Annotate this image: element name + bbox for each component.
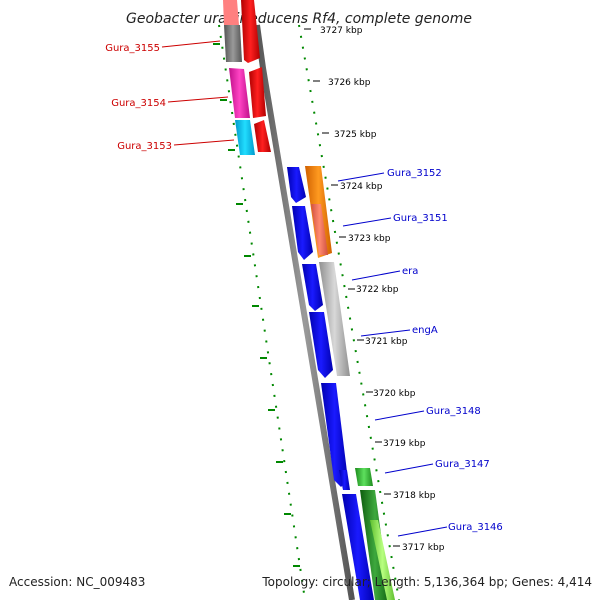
cds-gura-3148[interactable]: [321, 383, 348, 487]
genome-summary-text: Topology: circular; Length: 5,136,364 bp…: [262, 575, 592, 589]
feature-lime[interactable]: [370, 520, 395, 600]
tick-label: 3721 kbp: [365, 337, 408, 347]
gene-label-enga[interactable]: engA: [412, 325, 438, 336]
gene-label-leaders: [161, 40, 448, 537]
feature-magenta[interactable]: [229, 68, 250, 118]
gene-label-gura-3147[interactable]: Gura_3147: [435, 459, 490, 470]
gene-label-gura-3151[interactable]: Gura_3151: [393, 213, 448, 224]
gene-label-gura-3153[interactable]: Gura_3153: [117, 141, 172, 152]
cds-gura-3146[interactable]: [342, 494, 374, 600]
feature-salmon[interactable]: [311, 204, 328, 255]
tick-marks: [304, 28, 400, 547]
tick-label: 3717 kbp: [402, 543, 445, 553]
inner-tick-rail: [218, 24, 306, 600]
gene-label-gura-3155[interactable]: Gura_3155: [105, 43, 160, 54]
tick-label: 3727 kbp: [320, 26, 363, 36]
feature-cyan[interactable]: [235, 120, 255, 155]
tick-label: 3720 kbp: [373, 389, 416, 399]
cds-enga[interactable]: [309, 312, 333, 378]
reverse-strand-features: [223, 0, 271, 155]
gene-label-gura-3148[interactable]: Gura_3148: [426, 406, 481, 417]
tick-label: 3722 kbp: [356, 285, 399, 295]
feature-salmon-top[interactable]: [223, 0, 239, 25]
forward-strand-features: [287, 166, 395, 600]
accession-text: Accession: NC_009483: [9, 575, 146, 589]
cds-era[interactable]: [302, 264, 323, 311]
tick-label: 3724 kbp: [340, 182, 383, 192]
cds-gura-3154[interactable]: [249, 67, 266, 118]
gene-label-gura-3146[interactable]: Gura_3146: [448, 522, 503, 533]
feature-green[interactable]: [355, 468, 373, 486]
tick-label: 3725 kbp: [334, 130, 377, 140]
tick-label: 3723 kbp: [348, 234, 391, 244]
cds-gura-3147[interactable]: [339, 470, 350, 490]
minor-ticks: [213, 43, 300, 567]
gene-label-gura-3154[interactable]: Gura_3154: [111, 98, 166, 109]
feature-silver[interactable]: [319, 262, 350, 376]
cds-gura-3151[interactable]: [292, 206, 313, 260]
tick-labels: 3727 kbp 3726 kbp 3725 kbp 3724 kbp 3723…: [320, 26, 445, 553]
feature-gray[interactable]: [224, 25, 242, 62]
map-title: Geobacter uraniireducens Rf4, complete g…: [126, 11, 472, 27]
genome-backbone: [254, 24, 355, 600]
cds-gura-3153[interactable]: [254, 120, 271, 152]
cds-gura-3155[interactable]: [241, 0, 260, 63]
gene-labels: Gura_3155 Gura_3154 Gura_3153 Gura_3152 …: [105, 43, 503, 533]
cds-gura-3152[interactable]: [287, 167, 306, 203]
gene-label-gura-3152[interactable]: Gura_3152: [387, 168, 442, 179]
tick-label: 3726 kbp: [328, 78, 371, 88]
tick-label: 3719 kbp: [383, 439, 426, 449]
tick-label: 3718 kbp: [393, 491, 436, 501]
gene-label-era[interactable]: era: [402, 266, 418, 277]
